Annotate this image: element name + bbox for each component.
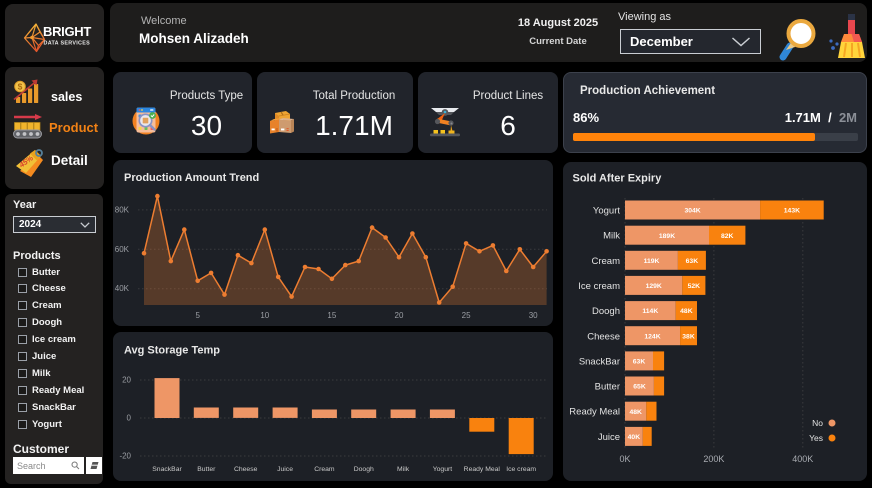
svg-text:SnackBar: SnackBar [152,466,182,473]
svg-text:Doogh: Doogh [354,466,374,473]
svg-text:No: No [812,418,823,428]
svg-text:20: 20 [122,376,131,385]
svg-text:65K: 65K [633,384,646,391]
svg-text:Juice: Juice [598,432,620,443]
svg-text:Butter: Butter [197,466,216,473]
svg-text:25: 25 [462,311,471,320]
svg-text:10: 10 [260,311,269,320]
svg-text:52K: 52K [688,283,701,290]
svg-text:Ready Meal: Ready Meal [569,407,620,418]
svg-text:189K: 189K [659,233,675,240]
svg-text:Doogh: Doogh [592,306,620,317]
svg-text:Milk: Milk [397,466,410,473]
svg-text:200K: 200K [703,454,724,464]
svg-text:-20: -20 [119,452,131,461]
svg-text:30: 30 [529,311,538,320]
svg-text:Cheese: Cheese [234,466,258,473]
svg-text:$: $ [18,82,23,92]
svg-text:Yogurt: Yogurt [433,466,453,473]
svg-text:Milk: Milk [603,231,620,242]
svg-text:38K: 38K [682,333,695,340]
svg-text:15: 15 [327,311,336,320]
svg-text:63K: 63K [686,258,699,265]
svg-text:0K: 0K [619,454,630,464]
svg-text:5: 5 [195,311,200,320]
svg-text:SnackBar: SnackBar [579,356,620,367]
svg-text:Cheese: Cheese [587,331,620,342]
svg-text:Avg Storage Temp: Avg Storage Temp [124,345,220,357]
svg-text:304K: 304K [684,208,700,215]
svg-text:Cream: Cream [314,466,335,473]
svg-text:Cream: Cream [591,256,620,267]
svg-text:60K: 60K [115,245,130,254]
svg-text:129K: 129K [646,283,662,290]
svg-text:Sold After Expiry: Sold After Expiry [573,173,663,185]
svg-text:82K: 82K [721,233,734,240]
svg-text:20: 20 [395,311,404,320]
svg-text:Juice: Juice [277,466,293,473]
svg-text:Butter: Butter [595,382,620,393]
svg-text:143K: 143K [784,208,800,215]
svg-text:Production Amount Trend: Production Amount Trend [124,172,259,184]
svg-text:0: 0 [127,414,132,423]
svg-text:80K: 80K [115,205,130,214]
svg-text:Yes: Yes [809,433,823,443]
svg-text:40K: 40K [115,284,130,293]
svg-text:BRIGHT: BRIGHT [43,24,91,39]
svg-text:119K: 119K [644,258,660,265]
svg-text:114K: 114K [642,308,658,315]
svg-text:124K: 124K [644,333,660,340]
svg-text:48K: 48K [629,409,642,416]
svg-text:DATA SERVICES: DATA SERVICES [44,41,91,47]
svg-text:Ready Meal: Ready Meal [464,466,501,473]
svg-text:48K: 48K [680,308,693,315]
svg-text:400K: 400K [792,454,813,464]
svg-text:40K: 40K [628,434,641,441]
svg-text:Yogurt: Yogurt [593,206,620,217]
svg-text:Ice cream: Ice cream [578,281,620,292]
svg-text:63K: 63K [633,359,646,366]
svg-text:Ice cream: Ice cream [506,466,536,473]
